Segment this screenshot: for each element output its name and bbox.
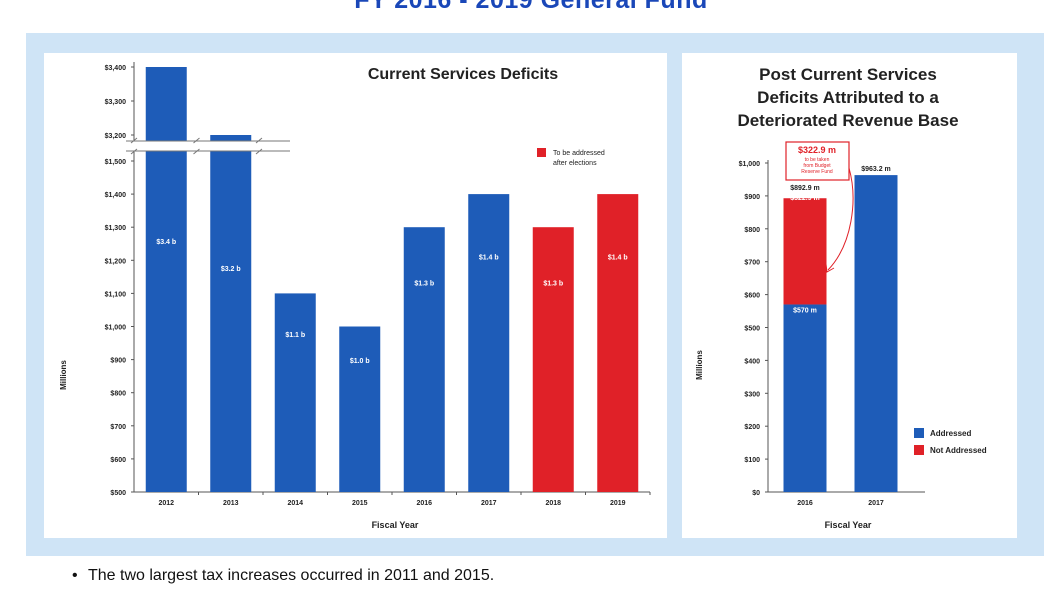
left-y-axis-label: Millions [59, 360, 68, 390]
left-y-tick-label: $3,300 [105, 99, 127, 106]
right-bar-2017-addressed [854, 175, 898, 493]
right-total-label: $892.9 m [790, 185, 820, 192]
right-callout-box [785, 141, 850, 181]
left-y-tick-label: $1,400 [105, 192, 127, 199]
right-bar-2016-addressed [783, 304, 827, 492]
left-axis-break-mark [130, 137, 138, 155]
left-bar-label: $1.3 b [414, 280, 434, 287]
right-callout-arrow-head-icon [825, 263, 835, 273]
left-bar-2014 [274, 293, 316, 492]
right-y-tick-label: $500 [744, 326, 760, 333]
right-callout-note: from Budget [803, 163, 831, 169]
right-y-tick-label: $600 [744, 293, 760, 300]
left-bar-label: $3.2 b [221, 266, 241, 273]
left-x-tick-label: 2017 [481, 500, 497, 507]
left-y-tick-label: $3,200 [105, 133, 127, 140]
right-total-label: $963.2 m [861, 166, 891, 173]
right-y-tick-label: $300 [744, 391, 760, 398]
left-y-tick-label: $1,200 [105, 258, 127, 265]
left-bar-2012 [145, 67, 187, 492]
right-x-tick-label: 2016 [797, 500, 813, 507]
left-axis-break-band [126, 141, 286, 151]
right-chart-title-line2: Deficits Attributed to a [757, 88, 939, 107]
right-y-axis-label: Millions [695, 350, 704, 380]
left-axis-break-mark [193, 137, 200, 155]
left-x-axis-label: Fiscal Year [372, 520, 419, 530]
left-bar-label: $1.4 b [608, 255, 628, 262]
left-x-tick-label: 2018 [545, 500, 561, 507]
left-y-tick-label: $900 [110, 358, 126, 365]
left-chart-title: Current Services Deficits [368, 66, 558, 83]
left-y-tick-label: $1,100 [105, 291, 127, 298]
right-x-tick-label: 2017 [868, 500, 884, 507]
right-y-tick-label: $200 [744, 424, 760, 431]
right-callout-arrow [827, 167, 854, 271]
right-y-tick-label: $800 [744, 227, 760, 234]
right-chart-title-line3: Deteriorated Revenue Base [737, 111, 958, 130]
right-legend-swatch [914, 428, 924, 438]
left-y-tick-label: $1,000 [105, 325, 127, 332]
left-y-tick-label: $1,300 [105, 225, 127, 232]
left-bar-label: $1.3 b [543, 280, 563, 287]
left-bar-2016 [403, 227, 445, 492]
right-not-addressed-label: $322.9 m [790, 195, 820, 202]
right-addressed-label: $570 m [793, 307, 817, 314]
right-y-tick-label: $0 [752, 490, 760, 497]
left-x-tick-label: 2019 [610, 500, 626, 507]
right-legend-label: Not Addressed [930, 446, 987, 455]
right-y-tick-label: $400 [744, 358, 760, 365]
left-x-tick-label: 2012 [158, 500, 174, 507]
right-legend-swatch [914, 445, 924, 455]
left-bar-label: $3.4 b [156, 239, 176, 246]
right-chart-title-line1: Post Current Services [759, 65, 937, 84]
right-x-axis-label: Fiscal Year [825, 520, 872, 530]
right-chart-panel [682, 53, 1017, 538]
left-axis-break-mark [255, 137, 263, 155]
left-x-tick-label: 2014 [287, 500, 303, 507]
left-bar-2013 [210, 135, 252, 492]
right-callout-amount: $322.9 m [798, 145, 836, 155]
right-y-tick-label: $100 [744, 457, 760, 464]
left-y-tick-label: $1,500 [105, 159, 127, 166]
left-bar-2017 [468, 194, 510, 492]
right-y-tick-label: $700 [744, 260, 760, 267]
left-bar-2015 [339, 326, 381, 492]
right-y-tick-label: $900 [744, 194, 760, 201]
left-y-tick-label: $700 [110, 424, 126, 431]
right-callout-note: Reserve Fund [801, 169, 833, 175]
left-legend-label-line1: To be addressed [553, 150, 605, 157]
right-y-tick-label: $1,000 [739, 161, 761, 168]
bullet-dot-icon: • [72, 567, 78, 584]
slide-title: FY 2016 - 2019 General Fund [354, 0, 708, 14]
left-y-tick-label: $500 [110, 490, 126, 497]
left-y-tick-label: $600 [110, 457, 126, 464]
left-bar-2018 [532, 227, 574, 492]
bullet-note: • The two largest tax increases occurred … [72, 567, 494, 585]
left-x-tick-label: 2013 [223, 500, 239, 507]
left-bar-label: $1.0 b [350, 358, 370, 365]
right-legend-label: Addressed [930, 429, 971, 438]
left-bar-label: $1.1 b [285, 332, 305, 339]
left-bar-label: $1.4 b [479, 255, 499, 262]
left-legend-swatch [537, 148, 546, 157]
left-y-tick-label: $800 [110, 391, 126, 398]
right-bar-2016-not-addressed [783, 198, 827, 305]
right-callout-note: to be taken [805, 157, 830, 163]
left-x-tick-label: 2016 [416, 500, 432, 507]
left-x-tick-label: 2015 [352, 500, 368, 507]
bullet-text: The two largest tax increases occurred i… [88, 567, 495, 584]
left-legend-label-line2: after elections [553, 160, 597, 167]
left-y-tick-label: $3,400 [105, 65, 127, 72]
left-bar-2019 [597, 194, 639, 492]
